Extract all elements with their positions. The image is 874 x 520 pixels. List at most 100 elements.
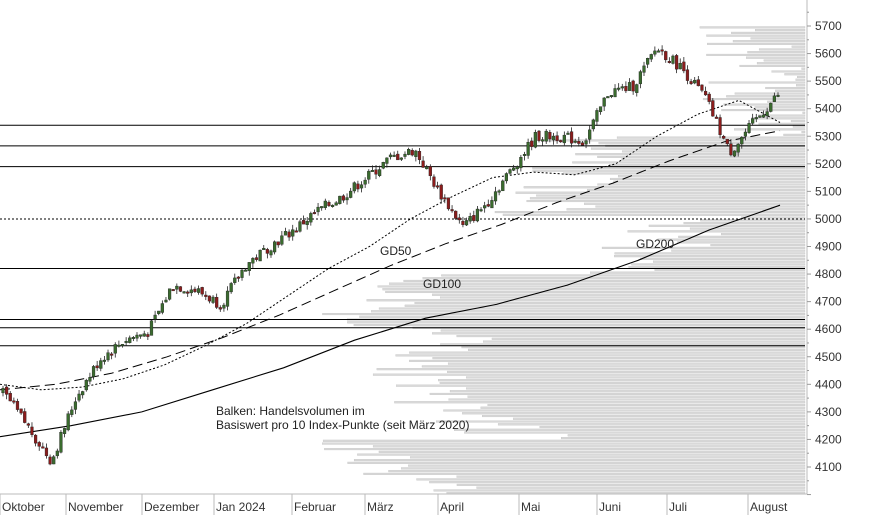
- candle-up: [638, 71, 642, 85]
- volume-bar: [440, 329, 806, 332]
- volume-bar: [765, 86, 806, 90]
- candle-up: [81, 391, 85, 396]
- candle-down: [714, 116, 719, 119]
- volume-bar: [726, 95, 806, 98]
- volume-bar: [347, 321, 806, 324]
- candle-up: [106, 352, 110, 361]
- volume-bar: [751, 117, 806, 120]
- volume-bar: [353, 324, 806, 327]
- candle-up: [595, 110, 599, 122]
- candle-up: [591, 119, 595, 130]
- x-tick-label: April: [440, 500, 464, 514]
- candle-up: [247, 262, 251, 272]
- volume-bar: [435, 420, 806, 423]
- candle-up: [52, 456, 56, 465]
- y-tick-label: 4800: [815, 267, 842, 281]
- candle-up: [635, 84, 639, 93]
- candle-up: [754, 117, 758, 120]
- volume-bar: [622, 150, 806, 153]
- volume-bar: [734, 92, 806, 95]
- volume-bar: [403, 279, 806, 282]
- volume-bar: [790, 120, 806, 123]
- candle-up: [598, 106, 603, 113]
- volume-bar: [731, 31, 806, 34]
- candle-down: [95, 365, 99, 369]
- candle-down: [631, 80, 635, 92]
- candle-up: [541, 139, 545, 142]
- candle-up: [258, 249, 262, 262]
- candle-up: [414, 150, 418, 157]
- volume-bar: [566, 208, 806, 211]
- candle-up: [392, 154, 396, 157]
- x-tick-label: Juli: [669, 500, 687, 514]
- candle-down: [432, 176, 436, 187]
- y-tick-label: 4500: [815, 350, 842, 364]
- candle-down: [294, 230, 298, 233]
- candle-down: [674, 55, 679, 70]
- volume-bar: [758, 48, 806, 51]
- candlesticks: [1, 45, 780, 466]
- volume-bar: [677, 241, 806, 244]
- candle-up: [196, 288, 201, 293]
- candle-down: [718, 117, 722, 135]
- volume-bar: [456, 475, 806, 478]
- volume-bar: [396, 384, 806, 387]
- candle-down: [312, 212, 317, 215]
- volume-bar: [797, 75, 806, 79]
- candle-up: [251, 258, 255, 264]
- y-tick-label: 4600: [815, 322, 842, 336]
- candle-down: [703, 90, 708, 96]
- candle-down: [667, 61, 671, 63]
- candle-up: [211, 296, 215, 303]
- candle-down: [200, 287, 204, 295]
- axes: 4100 4200 4300 4400 4500 4600 4700 4800 4900 5000…: [0, 0, 842, 515]
- candle-down: [207, 295, 212, 302]
- x-tick-label: November: [68, 500, 123, 514]
- volume-bar: [699, 26, 806, 29]
- volume-bar: [758, 114, 806, 117]
- candle-up: [378, 169, 382, 176]
- x-tick-label: Dezember: [144, 500, 199, 514]
- candle-down: [146, 334, 150, 337]
- volume-bar: [502, 213, 806, 216]
- candle-down: [457, 217, 461, 221]
- candle-down: [37, 442, 41, 447]
- volume-bar: [454, 428, 806, 431]
- x-tick-label: Juni: [599, 500, 621, 514]
- candle-down: [287, 231, 291, 238]
- candle-up: [653, 50, 657, 55]
- candle-up: [233, 277, 237, 283]
- volume-bar: [432, 357, 806, 360]
- volume-bar: [763, 59, 806, 62]
- volume-bar: [758, 122, 806, 125]
- volume-bar: [487, 403, 806, 407]
- candle-down: [26, 423, 30, 426]
- candle-up: [751, 118, 755, 124]
- volume-bar: [597, 183, 806, 186]
- volume-bar: [378, 450, 806, 453]
- candle-up: [479, 209, 483, 212]
- volume-bar: [482, 414, 806, 418]
- annotations: GD50 GD100 GD200 Balken: Handelsvolumen …: [216, 237, 674, 432]
- volume-bar: [584, 202, 806, 205]
- volume-bar: [648, 224, 806, 227]
- volume-bar: [456, 483, 806, 486]
- volume-bar: [372, 445, 806, 448]
- candle-down: [707, 93, 711, 102]
- y-tick-label: 5400: [815, 102, 842, 116]
- volume-bar: [404, 304, 806, 307]
- volume-bar: [609, 177, 806, 180]
- candle-down: [15, 401, 20, 410]
- volume-bar: [447, 370, 806, 373]
- candle-down: [548, 132, 552, 140]
- volume-bar: [377, 285, 806, 288]
- x-tick-label: Februar: [294, 500, 336, 514]
- candle-down: [685, 69, 690, 81]
- volume-bar: [756, 62, 806, 65]
- volume-bar: [491, 337, 806, 340]
- volume-bar: [707, 42, 806, 45]
- y-tick-label: 5200: [815, 157, 842, 171]
- volume-bar: [591, 147, 806, 150]
- candle-up: [551, 135, 556, 141]
